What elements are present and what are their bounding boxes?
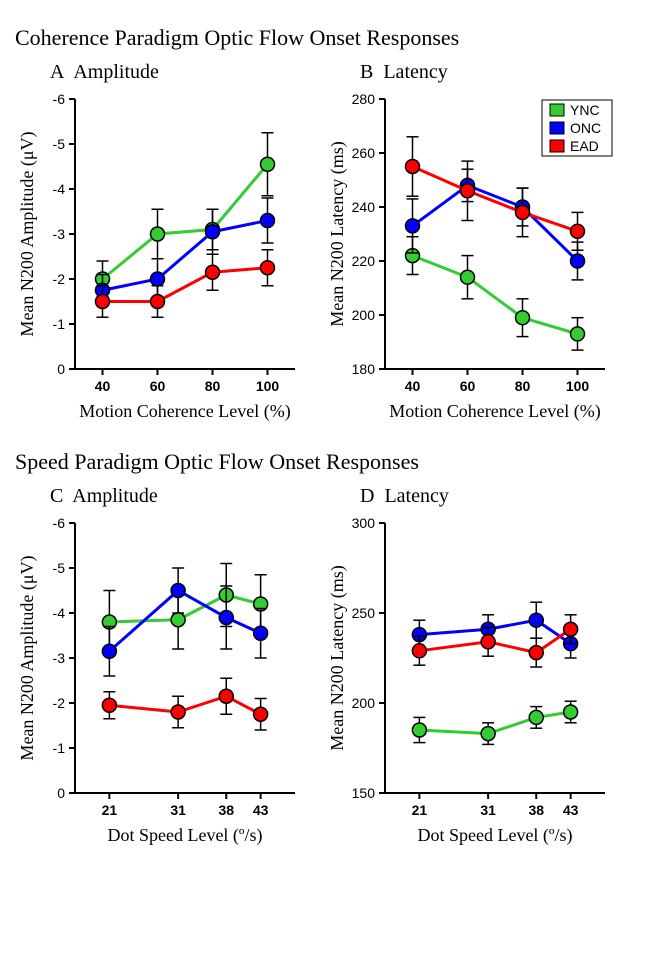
svg-text:31: 31 xyxy=(170,802,186,818)
svg-text:-5: -5 xyxy=(53,136,66,152)
panel-letter: C xyxy=(50,485,63,507)
svg-text:31: 31 xyxy=(480,802,496,818)
svg-text:38: 38 xyxy=(218,802,234,818)
svg-text:38: 38 xyxy=(528,802,544,818)
panel-A-title: A Amplitude xyxy=(50,61,315,84)
svg-text:-3: -3 xyxy=(53,650,66,666)
svg-text:300: 300 xyxy=(352,515,376,531)
svg-text:Mean N200 Amplitude (μV): Mean N200 Amplitude (μV) xyxy=(17,131,38,336)
svg-text:200: 200 xyxy=(352,307,376,323)
svg-text:60: 60 xyxy=(460,378,476,394)
svg-text:-3: -3 xyxy=(53,226,66,242)
svg-text:Mean N200 Latency (ms): Mean N200 Latency (ms) xyxy=(327,565,348,750)
svg-text:100: 100 xyxy=(256,378,280,394)
panel-B-title: B Latency xyxy=(360,61,625,84)
panel-D-title: D Latency xyxy=(360,485,625,508)
chart-C: 0 -1 -2 -3 -4 -5 -6 21 31 38 43 Dot Speed Level (º/… xyxy=(15,513,315,853)
svg-text:Motion Coherence Level (%): Motion Coherence Level (%) xyxy=(79,401,290,422)
panel-A: A Amplitude 0 -1 -2 -3 -4 -5 -6 40 60 80 100 Motion… xyxy=(15,56,315,429)
panel-D: D Latency 150 200 250 300 21 31 38 43 Dot Speed … xyxy=(325,480,625,853)
svg-text:80: 80 xyxy=(205,378,221,394)
svg-text:0: 0 xyxy=(57,785,65,801)
row-2: C Amplitude 0 -1 -2 -3 -4 -5 -6 21 31 38 43 Dot Spe… xyxy=(15,480,636,853)
panel-B: B Latency 180 200 220 240 260 280 40 60 80 100 Mot… xyxy=(325,56,625,429)
svg-text:240: 240 xyxy=(352,199,376,215)
svg-text:220: 220 xyxy=(352,253,376,269)
svg-text:-5: -5 xyxy=(53,560,66,576)
panel-sub: Amplitude xyxy=(72,485,158,507)
section-title-2: Speed Paradigm Optic Flow Onset Response… xyxy=(15,449,636,475)
chart-B: 180 200 220 240 260 280 40 60 80 100 Motion Cohere… xyxy=(325,89,625,429)
svg-text:Dot Speed Level (º/s): Dot Speed Level (º/s) xyxy=(107,825,262,846)
svg-text:200: 200 xyxy=(352,695,376,711)
section-title-1: Coherence Paradigm Optic Flow Onset Resp… xyxy=(15,25,636,51)
svg-text:-6: -6 xyxy=(53,515,66,531)
svg-text:-4: -4 xyxy=(53,181,66,197)
svg-text:Mean N200 Amplitude (μV): Mean N200 Amplitude (μV) xyxy=(17,555,38,760)
panel-sub: Amplitude xyxy=(73,61,159,83)
svg-text:43: 43 xyxy=(563,802,579,818)
svg-text:-6: -6 xyxy=(53,91,66,107)
svg-text:-1: -1 xyxy=(53,740,66,756)
svg-text:40: 40 xyxy=(95,378,111,394)
svg-text:YNC: YNC xyxy=(570,102,600,118)
panel-letter: D xyxy=(360,485,374,507)
chart-A: 0 -1 -2 -3 -4 -5 -6 40 60 80 100 Motion Coherence L… xyxy=(15,89,315,429)
svg-text:60: 60 xyxy=(150,378,166,394)
svg-text:-4: -4 xyxy=(53,605,66,621)
panel-C: C Amplitude 0 -1 -2 -3 -4 -5 -6 21 31 38 43 Dot Spe… xyxy=(15,480,315,853)
svg-text:43: 43 xyxy=(253,802,269,818)
chart-D: 150 200 250 300 21 31 38 43 Dot Speed Level (º/s… xyxy=(325,513,625,853)
svg-text:Dot Speed Level (º/s): Dot Speed Level (º/s) xyxy=(417,825,572,846)
svg-text:21: 21 xyxy=(102,802,118,818)
svg-text:100: 100 xyxy=(566,378,590,394)
svg-text:Motion Coherence Level (%): Motion Coherence Level (%) xyxy=(389,401,600,422)
svg-text:40: 40 xyxy=(405,378,421,394)
panel-sub: Latency xyxy=(384,485,448,507)
svg-text:180: 180 xyxy=(352,361,376,377)
svg-text:21: 21 xyxy=(412,802,428,818)
svg-text:Mean N200 Latency (ms): Mean N200 Latency (ms) xyxy=(327,141,348,326)
panel-sub: Latency xyxy=(383,61,447,83)
svg-text:260: 260 xyxy=(352,145,376,161)
svg-text:280: 280 xyxy=(352,91,376,107)
panel-letter: B xyxy=(360,61,373,83)
svg-text:150: 150 xyxy=(352,785,376,801)
row-1: A Amplitude 0 -1 -2 -3 -4 -5 -6 40 60 80 100 Motion… xyxy=(15,56,636,429)
svg-text:80: 80 xyxy=(515,378,531,394)
svg-text:-1: -1 xyxy=(53,316,66,332)
svg-text:ONC: ONC xyxy=(570,120,601,136)
svg-text:250: 250 xyxy=(352,605,376,621)
panel-C-title: C Amplitude xyxy=(50,485,315,508)
svg-text:-2: -2 xyxy=(53,271,66,287)
svg-text:EAD: EAD xyxy=(570,138,599,154)
svg-text:0: 0 xyxy=(57,361,65,377)
panel-letter: A xyxy=(50,61,64,83)
svg-text:-2: -2 xyxy=(53,695,66,711)
